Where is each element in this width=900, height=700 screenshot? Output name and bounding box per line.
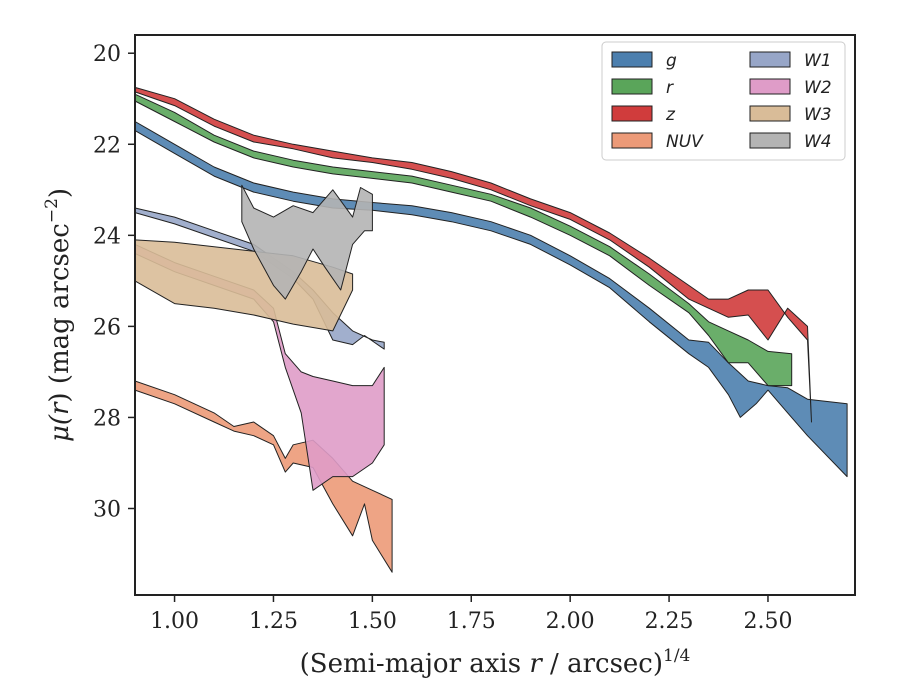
y-axis-ticks: 20 22 24 26 28 30 (93, 42, 135, 522)
x-tick-label: 2.00 (546, 609, 595, 634)
legend-swatch-g (611, 51, 653, 68)
legend-swatch-w4 (749, 132, 791, 149)
x-axis-ticks: 1.00 1.25 1.50 1.75 2.00 2.25 2.50 (150, 595, 792, 634)
plot-frame (134, 34, 856, 596)
series-bands (134, 86, 848, 573)
legend-swatch-nuv (611, 132, 653, 149)
legend-label-r: r (666, 78, 674, 98)
y-tick-label: 22 (93, 133, 121, 158)
legend-label-w1: W1 (804, 51, 832, 71)
x-tick-label: 1.75 (447, 609, 496, 634)
x-tick-label: 2.25 (645, 609, 694, 634)
legend-swatch-w3 (749, 105, 791, 122)
legend-swatch-r (611, 78, 653, 95)
band-r (134, 93, 793, 387)
legend-label-nuv: NUV (666, 132, 704, 152)
y-axis-label: μ(r) (mag arcsec−2) (42, 188, 75, 442)
x-tick-label: 1.00 (150, 609, 199, 634)
legend-label-w4: W4 (804, 132, 832, 152)
y-tick-label: 30 (93, 497, 121, 522)
y-tick-label: 20 (93, 42, 121, 67)
y-tick-label: 26 (93, 315, 121, 340)
legend-swatch-w2 (749, 78, 791, 95)
legend-label-g: g (666, 51, 677, 71)
band-w4 (241, 184, 373, 300)
legend-label-z: z (665, 105, 676, 125)
x-tick-label: 2.50 (743, 609, 792, 634)
band-g (134, 121, 848, 478)
legend-swatch-z (611, 105, 653, 122)
legend-swatch-w1 (749, 51, 791, 68)
legend-box (601, 41, 846, 161)
y-tick-label: 24 (93, 224, 121, 249)
legend-label-w3: W3 (804, 105, 832, 125)
band-z (134, 86, 812, 423)
y-tick-label: 28 (93, 406, 121, 431)
x-axis-label: (Semi-major axis r / arcsec)1/4 (300, 646, 691, 679)
legend-label-w2: W2 (804, 78, 832, 98)
x-tick-label: 1.50 (348, 609, 397, 634)
x-tick-label: 1.25 (249, 609, 298, 634)
legend: grz NUV W1 W2 W3 W4 (601, 41, 846, 161)
